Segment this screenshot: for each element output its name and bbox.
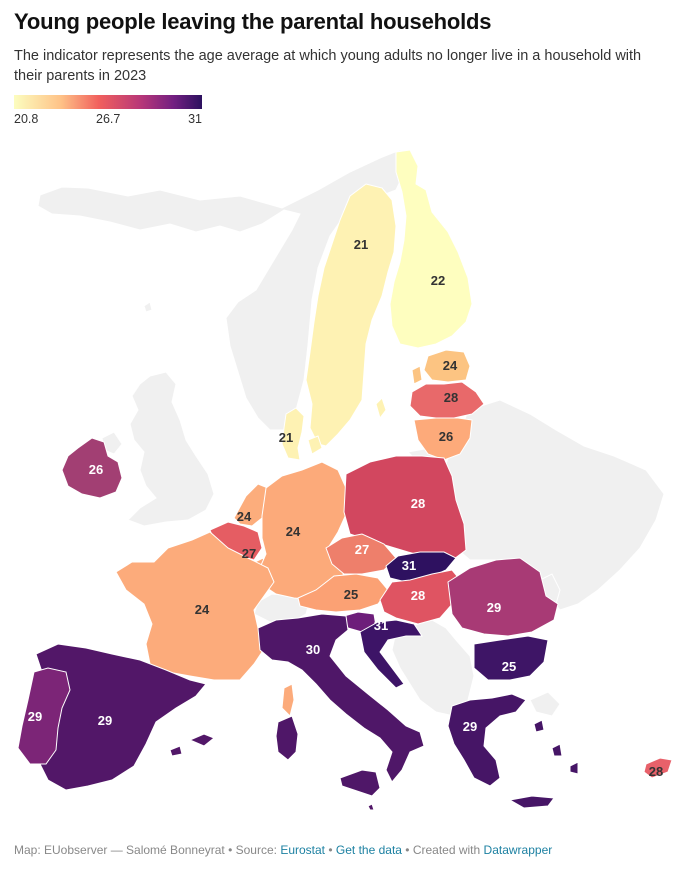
region-greece [447, 693, 527, 787]
legend-labels: 20.8 26.7 31 [14, 112, 202, 128]
region-finland [389, 149, 473, 349]
region-balearics [188, 733, 215, 747]
land-united-kingdom [127, 371, 215, 527]
non-eu-land [37, 149, 665, 717]
region-sicily [339, 769, 381, 797]
footer: Map: EUobserver — Salomé Bonneyrat • Sou… [14, 843, 552, 857]
get-data-link[interactable]: Get the data [335, 843, 402, 857]
region-estonia [423, 349, 471, 383]
europe-map: 22 21 21 24 28 26 26 24 27 24 28 27 31 2… [17, 149, 673, 811]
region-sardinia [275, 715, 299, 761]
label-romania: 29 [487, 600, 501, 615]
page-title: Young people leaving the parental househ… [14, 9, 492, 34]
region-slovakia [385, 551, 457, 583]
label-czechia: 27 [355, 542, 369, 557]
label-lithuania: 26 [439, 429, 453, 444]
value-labels: 22 21 21 24 28 26 26 24 27 24 28 27 31 2… [28, 237, 663, 779]
label-austria: 25 [344, 587, 358, 602]
label-portugal: 29 [28, 709, 42, 724]
label-bulgaria: 25 [502, 659, 516, 674]
label-italy: 30 [306, 642, 320, 657]
region-latvia [409, 381, 485, 419]
label-france: 24 [195, 602, 210, 617]
datawrapper-link[interactable]: Datawrapper [483, 843, 553, 857]
label-croatia: 31 [374, 618, 388, 633]
region-italy [257, 613, 425, 783]
label-cyprus: 28 [649, 764, 663, 779]
label-poland: 28 [411, 496, 425, 511]
label-germany: 24 [286, 524, 301, 539]
label-slovakia: 31 [402, 558, 416, 573]
label-ireland: 26 [89, 462, 103, 477]
label-hungary: 28 [411, 588, 425, 603]
label-sweden: 21 [354, 237, 368, 252]
region-malta [367, 803, 375, 811]
label-finland: 22 [431, 273, 445, 288]
region-crete [508, 795, 555, 809]
region-aegean-islands [533, 719, 579, 775]
label-latvia: 28 [444, 390, 458, 405]
legend-mid-label: 26.7 [96, 112, 121, 126]
region-denmark-zealand [307, 435, 323, 455]
land-turkey [529, 691, 561, 717]
label-greece: 29 [463, 719, 477, 734]
legend-min-label: 20.8 [14, 112, 39, 126]
land-norway [37, 149, 411, 431]
land-faroe [143, 301, 153, 313]
legend-gradient-bar [14, 95, 202, 109]
region-croatia [359, 619, 423, 689]
footer-created-text: • Created with [401, 843, 484, 857]
region-balearics-minorca [169, 745, 183, 757]
label-estonia: 24 [443, 358, 458, 373]
source-link[interactable]: Eurostat [280, 843, 326, 857]
region-cyprus [643, 757, 673, 779]
region-corsica [281, 683, 295, 717]
region-denmark [281, 407, 305, 461]
land-balkans [391, 619, 475, 717]
region-estonia-islands [411, 365, 423, 385]
region-bulgaria [473, 635, 549, 681]
label-spain: 29 [98, 713, 112, 728]
region-lithuania [413, 417, 473, 461]
region-ireland [61, 437, 123, 499]
region-portugal [17, 667, 71, 765]
region-romania [447, 557, 559, 637]
region-gotland [375, 397, 387, 420]
page-subtitle: The indicator represents the age average… [14, 48, 642, 84]
footer-separator: • [325, 843, 336, 857]
label-netherlands: 24 [237, 509, 252, 524]
footer-credit: Map: EUobserver — Salomé Bonneyrat • Sou… [14, 843, 281, 857]
color-legend: 20.8 26.7 31 [14, 95, 202, 128]
region-sweden [305, 183, 397, 447]
label-belgium: 27 [242, 546, 256, 561]
legend-max-label: 31 [188, 112, 202, 126]
eu-countries [17, 149, 673, 811]
label-denmark: 21 [279, 430, 293, 445]
